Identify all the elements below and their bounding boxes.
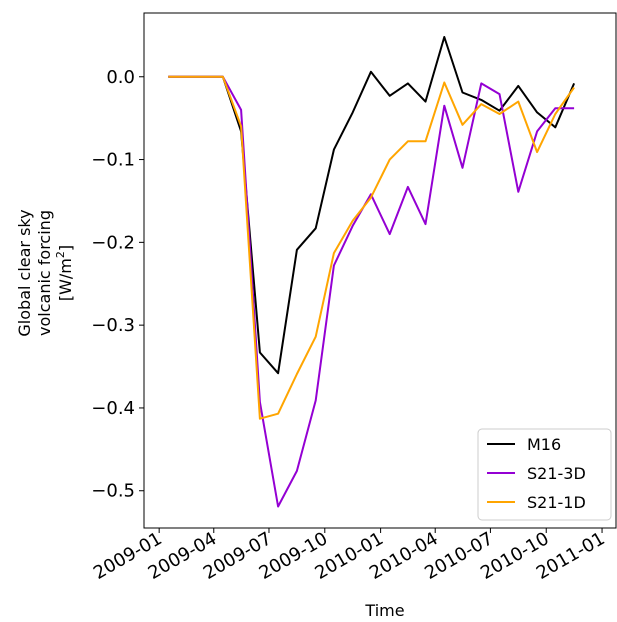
legend-label: S21-1D (527, 493, 586, 512)
x-axis-title: Time (364, 601, 404, 620)
legend-box (477, 428, 612, 521)
legend-label: M16 (527, 435, 561, 454)
y-tick-label: −0.5 (91, 481, 135, 502)
legend: M16 S21-3D S21-1D (477, 428, 612, 521)
series-line-s21-3d (168, 75, 575, 508)
y-tick-label: −0.2 (91, 232, 135, 253)
series-line-m16 (168, 36, 576, 375)
y-axis-unit-open: [W/m (56, 258, 75, 301)
legend-label: S21-3D (527, 464, 586, 483)
y-axis-title-line-3: [W/m2] (54, 245, 75, 301)
x-axis: 2009-012009-042009-072009-102010-012010-… (90, 528, 609, 584)
series-line-s21-1d (168, 75, 575, 420)
y-axis-title: Global clear sky volcanic forcing [W/m2] (15, 209, 75, 336)
plot-frame (143, 12, 617, 529)
y-tick-label: 0.0 (106, 67, 135, 88)
y-tick-label: −0.4 (91, 398, 135, 419)
y-tick-label: −0.3 (91, 315, 135, 336)
y-tick-label: −0.1 (91, 150, 135, 171)
y-axis-unit-sup: 2 (54, 251, 67, 258)
y-axis-unit-close: ] (56, 245, 75, 251)
y-axis-title-line-2: volcanic forcing (35, 210, 54, 336)
y-axis-title-line-1: Global clear sky (15, 209, 34, 336)
series-lines (168, 36, 576, 508)
y-axis: 0.0 −0.1 −0.2 −0.3 −0.4 −0.5 (91, 67, 144, 502)
